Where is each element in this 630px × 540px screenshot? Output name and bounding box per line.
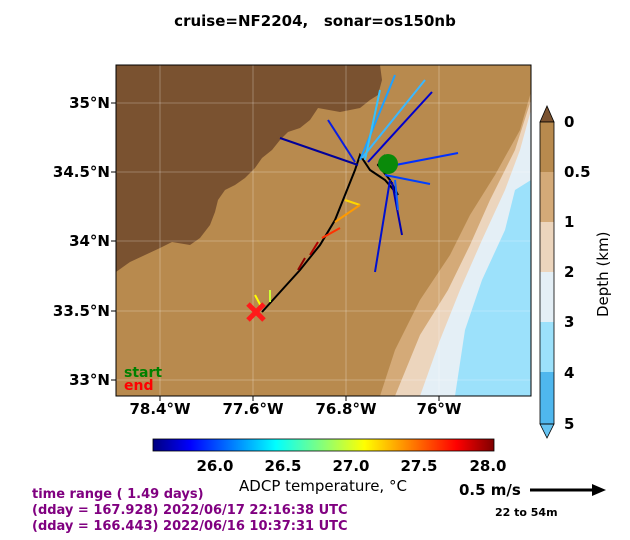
depth-tick-1: 1	[564, 213, 575, 231]
depth-tick-0: 0	[564, 113, 575, 131]
current-vectors	[254, 74, 459, 309]
plot-title: cruise=NF2204, sonar=os150nb	[174, 12, 456, 30]
scale-label: 0.5 m/s	[459, 481, 521, 499]
scale-depth-range: 22 to 54m	[495, 506, 558, 519]
lon-tick-76: 76°W	[416, 400, 462, 418]
lat-tick-34: 34°N	[69, 232, 110, 250]
depth-tick-5: 5	[564, 415, 575, 433]
depth-tick-4: 4	[564, 364, 575, 382]
legend-start: start	[124, 365, 163, 381]
depth-colorbar	[539, 105, 555, 439]
land-mass	[116, 65, 382, 272]
depth-axis-label: Depth (km)	[594, 231, 612, 317]
temperature-colorbar	[152, 438, 495, 452]
lon-tick-77-6: 77.6°W	[222, 400, 284, 418]
start-marker	[378, 154, 398, 174]
dday-end-text: (dday = 167.928) 2022/06/17 22:16:38 UTC	[32, 503, 348, 518]
lat-tick-35: 35°N	[69, 94, 110, 112]
temp-tick-26-5: 26.5	[264, 457, 302, 475]
temp-axis-label: ADCP temperature, °C	[239, 477, 407, 495]
lat-tick-33: 33°N	[69, 371, 110, 389]
scale-arrow	[530, 484, 606, 496]
lon-tick-76-8: 76.8°W	[315, 400, 377, 418]
temp-tick-28-0: 28.0	[469, 457, 507, 475]
temp-tick-27-5: 27.5	[400, 457, 438, 475]
map-frame	[115, 64, 532, 397]
depth-tick-3: 3	[564, 313, 575, 331]
time-range-text: time range ( 1.49 days)	[32, 487, 204, 502]
temp-tick-26-0: 26.0	[196, 457, 234, 475]
end-marker	[246, 302, 266, 322]
lat-tick-33-5: 33.5°N	[52, 302, 110, 320]
depth-tick-0-5: 0.5	[564, 163, 591, 181]
depth-tick-2: 2	[564, 263, 575, 281]
map-area	[116, 65, 531, 396]
dday-start-text: (dday = 166.443) 2022/06/16 10:37:31 UTC	[32, 519, 348, 534]
depth-band-4	[455, 180, 531, 396]
lat-tick-34-5: 34.5°N	[52, 163, 110, 181]
legend-end: end	[124, 378, 154, 394]
lon-tick-78-4: 78.4°W	[129, 400, 191, 418]
temp-tick-27-0: 27.0	[332, 457, 370, 475]
